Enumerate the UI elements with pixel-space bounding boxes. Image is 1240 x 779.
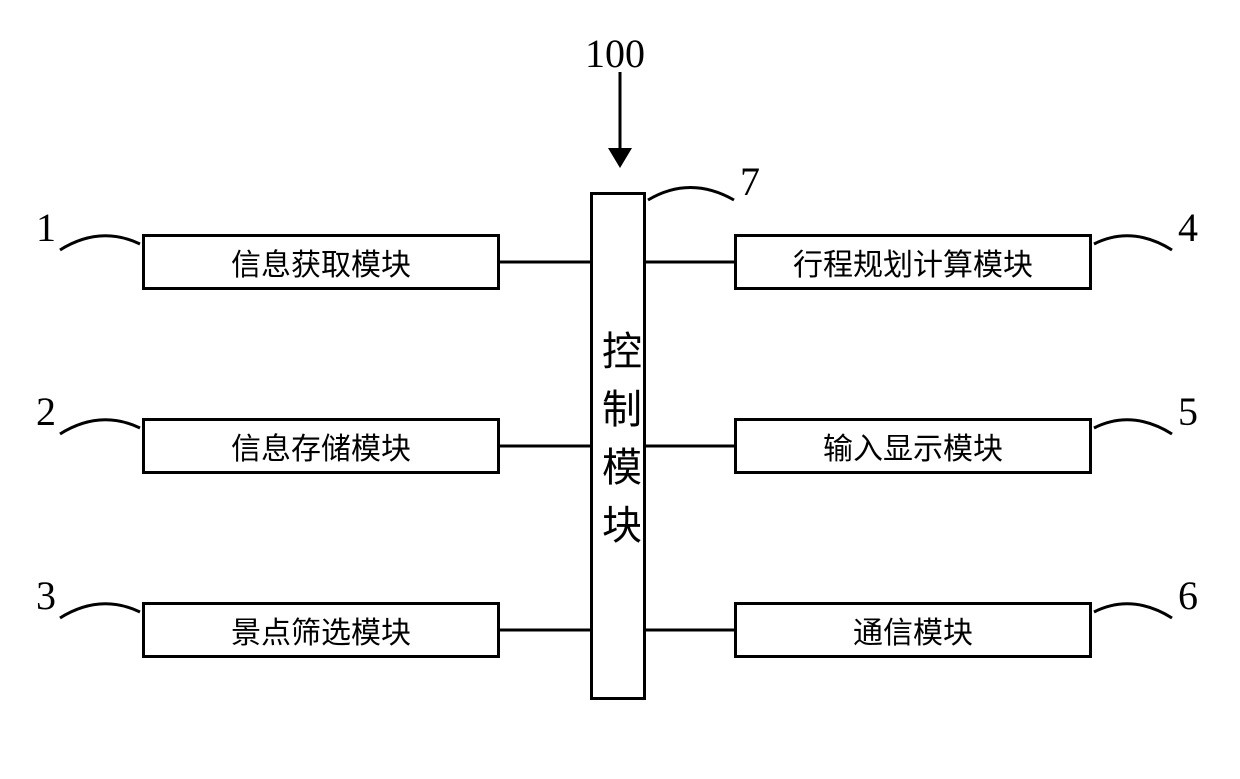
label-2: 2 — [36, 388, 56, 435]
control-module-box: 控制模块 — [590, 192, 646, 700]
diagram-root: { "type": "block-diagram", "background_c… — [0, 0, 1240, 779]
label-3: 3 — [36, 572, 56, 619]
module-box-1: 信息获取模块 — [142, 234, 500, 290]
label-100: 100 — [585, 30, 645, 77]
label-7: 7 — [740, 158, 760, 205]
module-4-label: 行程规划计算模块 — [793, 240, 1033, 284]
module-5-label: 输入显示模块 — [823, 424, 1003, 468]
module-1-label: 信息获取模块 — [231, 240, 411, 284]
module-box-2: 信息存储模块 — [142, 418, 500, 474]
label-6: 6 — [1178, 572, 1198, 619]
module-box-3: 景点筛选模块 — [142, 602, 500, 658]
module-box-6: 通信模块 — [734, 602, 1092, 658]
module-2-label: 信息存储模块 — [231, 424, 411, 468]
label-5: 5 — [1178, 388, 1198, 435]
module-3-label: 景点筛选模块 — [231, 608, 411, 652]
control-module-label: 控制模块 — [589, 330, 647, 562]
label-1: 1 — [36, 204, 56, 251]
module-box-5: 输入显示模块 — [734, 418, 1092, 474]
module-6-label: 通信模块 — [853, 608, 973, 652]
module-box-4: 行程规划计算模块 — [734, 234, 1092, 290]
label-4: 4 — [1178, 204, 1198, 251]
